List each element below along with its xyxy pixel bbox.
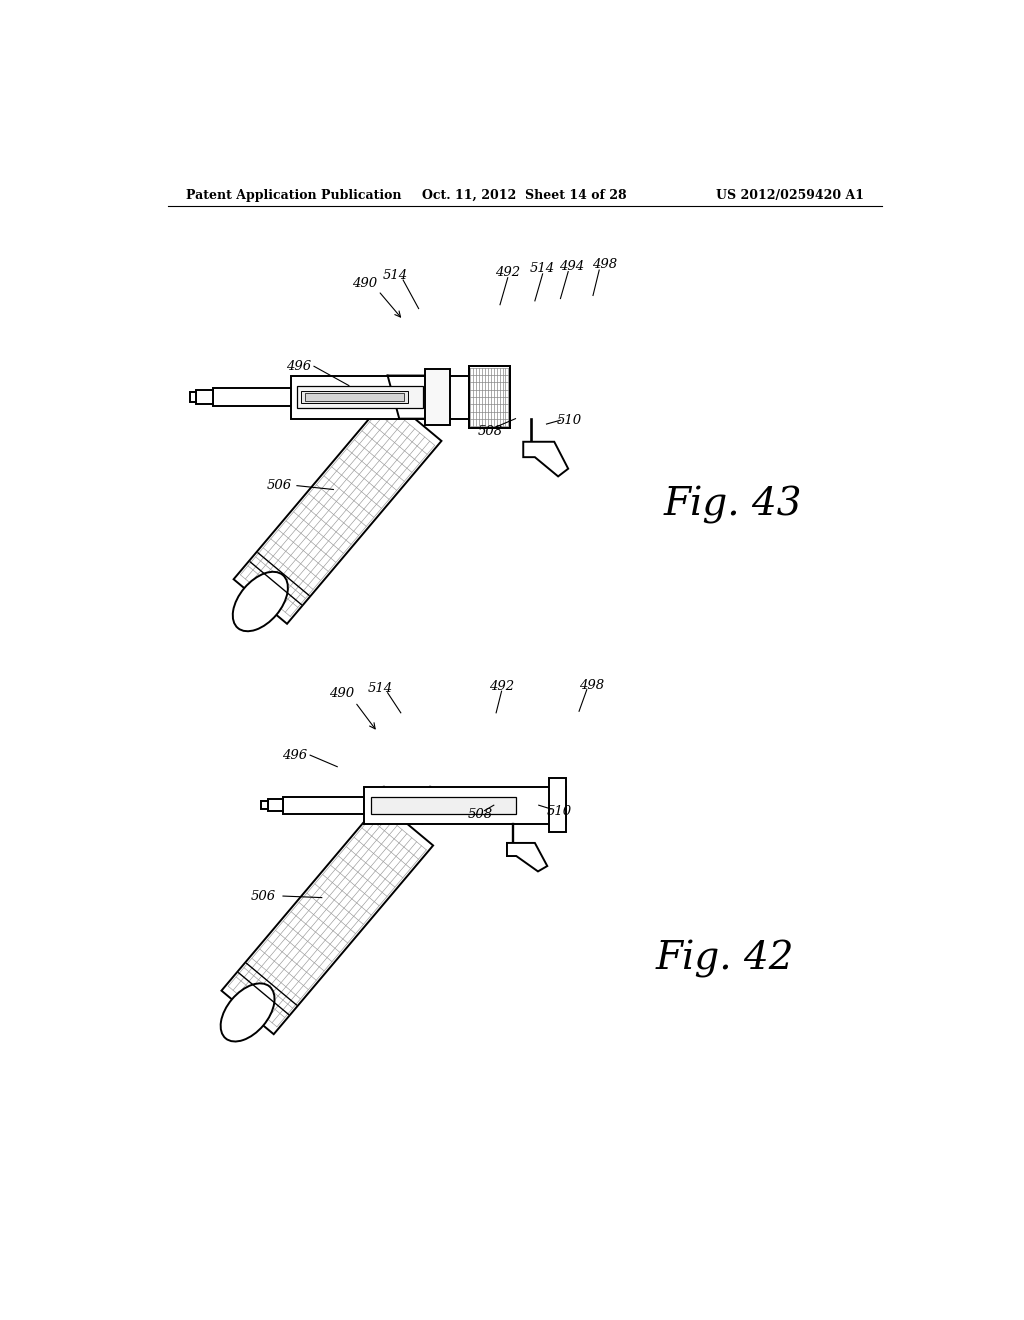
Text: 514: 514 — [368, 681, 392, 694]
Text: 510: 510 — [557, 413, 583, 426]
Bar — [261, 801, 267, 809]
Text: 514: 514 — [530, 261, 555, 275]
Bar — [297, 387, 423, 408]
Bar — [469, 367, 510, 428]
Bar — [425, 370, 451, 425]
Polygon shape — [523, 442, 568, 477]
Polygon shape — [507, 843, 547, 871]
Text: 510: 510 — [547, 805, 571, 818]
Text: US 2012/0259420 A1: US 2012/0259420 A1 — [716, 189, 864, 202]
Text: 490: 490 — [329, 686, 353, 700]
Bar — [371, 797, 516, 813]
Bar — [301, 391, 408, 404]
Bar — [469, 367, 510, 428]
Text: 506: 506 — [266, 479, 292, 492]
Text: 494: 494 — [559, 260, 584, 273]
Polygon shape — [388, 376, 438, 418]
Polygon shape — [384, 787, 430, 824]
Bar — [305, 393, 403, 401]
Text: 508: 508 — [478, 425, 503, 438]
Text: Fig. 43: Fig. 43 — [664, 486, 802, 524]
Polygon shape — [221, 803, 433, 1034]
Polygon shape — [233, 396, 441, 624]
Bar — [283, 797, 365, 813]
Ellipse shape — [232, 572, 288, 631]
Bar — [291, 376, 508, 418]
Text: Fig. 42: Fig. 42 — [655, 940, 794, 978]
Text: Oct. 11, 2012  Sheet 14 of 28: Oct. 11, 2012 Sheet 14 of 28 — [423, 189, 627, 202]
Text: Patent Application Publication: Patent Application Publication — [186, 189, 401, 202]
Text: 490: 490 — [352, 277, 377, 289]
Text: 508: 508 — [468, 808, 494, 821]
Text: 496: 496 — [286, 360, 311, 372]
Text: 492: 492 — [496, 265, 520, 279]
Bar — [213, 388, 295, 407]
Bar — [365, 787, 566, 824]
Text: 514: 514 — [383, 269, 408, 282]
Text: 492: 492 — [489, 680, 514, 693]
Text: 498: 498 — [579, 678, 604, 692]
Bar — [291, 376, 508, 418]
Bar — [549, 779, 566, 832]
Bar — [197, 391, 213, 404]
Bar — [267, 799, 283, 812]
Text: 506: 506 — [251, 890, 276, 903]
Text: 498: 498 — [592, 259, 617, 271]
Bar — [190, 392, 197, 401]
Ellipse shape — [220, 983, 274, 1041]
Text: 496: 496 — [282, 748, 307, 762]
